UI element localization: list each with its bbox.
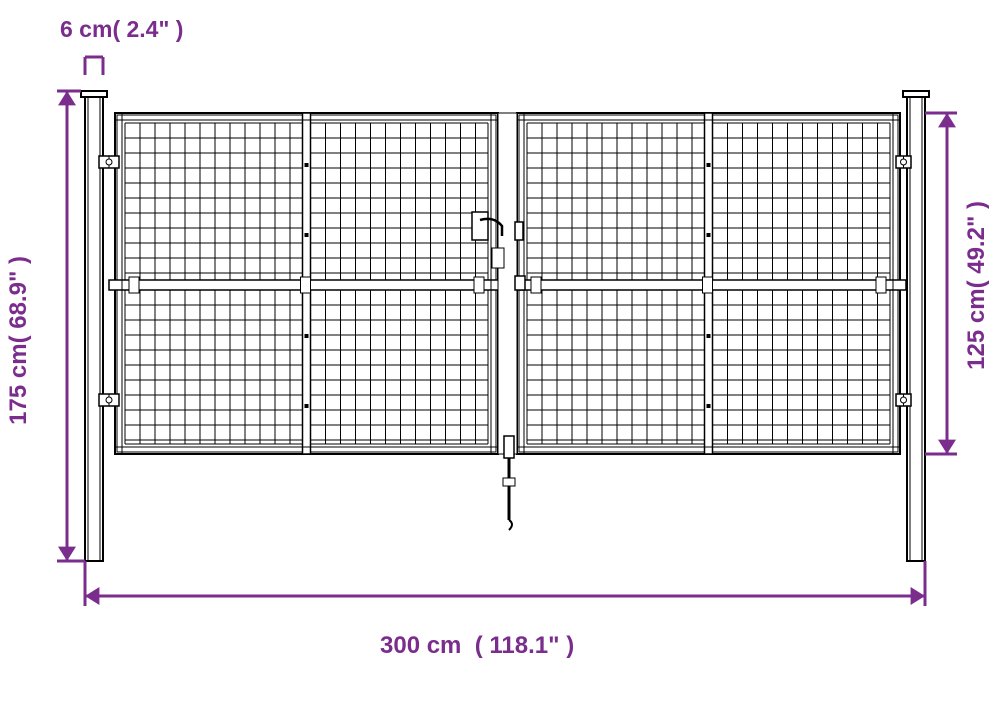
total-height-inch: ( 68.9" ) (5, 256, 32, 343)
gate-height-inch: ( 49.2" ) (963, 201, 990, 288)
post-width-inch: ( 2.4" ) (112, 16, 183, 42)
post-width-label: 6 cm( 2.4" ) (60, 16, 183, 43)
gate-height-label: 125 cm( 49.2" ) (963, 201, 991, 370)
gate-height-cm: 125 cm (963, 288, 990, 369)
total-height-label: 175 cm( 68.9" ) (5, 256, 33, 425)
post-width-cm: 6 cm (60, 16, 112, 42)
total-width-cm: 300 cm (380, 632, 461, 659)
total-height-cm: 175 cm (5, 343, 32, 424)
total-width-label: 300 cm ( 118.1" ) (380, 632, 574, 660)
gate-diagram (0, 0, 1003, 706)
total-width-inch: ( 118.1" ) (475, 632, 574, 659)
